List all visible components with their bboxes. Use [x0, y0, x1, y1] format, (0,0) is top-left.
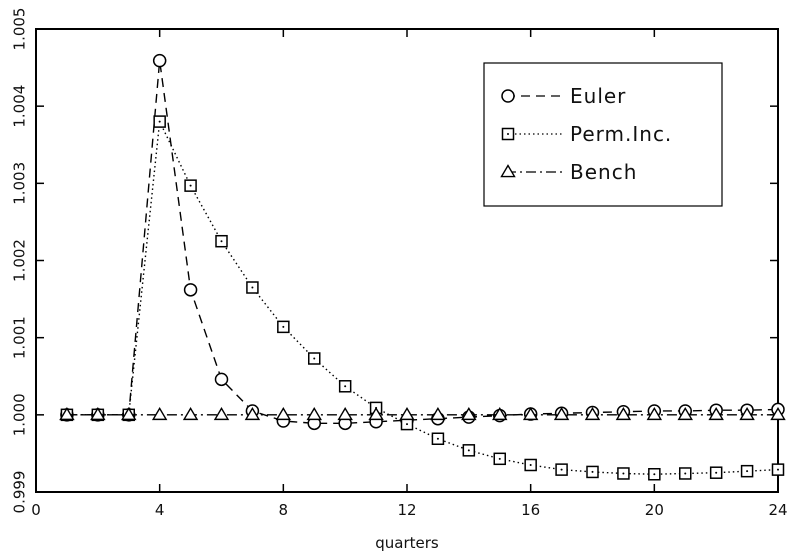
data-point-bench	[368, 406, 384, 421]
data-point-perm-inc	[400, 417, 414, 431]
legend: Euler Perm.Inc. Bench	[483, 62, 723, 207]
data-point-perm-inc	[740, 464, 754, 478]
legend-label: Euler	[570, 84, 626, 108]
square-marker-dot	[313, 357, 316, 360]
square-marker-dot	[189, 184, 192, 187]
data-point-perm-inc	[338, 380, 352, 393]
data-point-bench	[337, 406, 353, 421]
legend-label: Bench	[570, 160, 637, 184]
data-point-perm-inc	[431, 432, 445, 446]
data-point-bench	[399, 406, 415, 421]
data-point-perm-inc	[648, 468, 661, 481]
data-point-perm-inc	[184, 179, 197, 192]
series-perm-inc	[60, 115, 785, 481]
square-marker-dot	[715, 471, 718, 474]
data-point-bench	[615, 406, 632, 421]
data-point-perm-inc	[462, 444, 476, 457]
square-marker-dot	[251, 286, 254, 289]
square-marker-dot	[591, 470, 594, 473]
data-point-bench	[121, 406, 137, 421]
y-tick-label: 1.005	[11, 8, 29, 51]
x-tick-label: 24	[768, 501, 787, 519]
y-tick-label: 1.003	[11, 162, 29, 205]
square-marker-dot	[344, 385, 347, 388]
data-point-bench	[59, 406, 75, 421]
data-point-bench	[90, 406, 106, 421]
data-point-perm-inc	[493, 452, 506, 466]
data-point-bench	[770, 406, 786, 421]
legend-box	[483, 62, 723, 207]
data-point-perm-inc	[524, 458, 537, 472]
data-point-bench	[430, 406, 446, 421]
legend-marker	[501, 127, 515, 141]
data-point-bench	[739, 406, 755, 421]
data-point-euler	[152, 53, 167, 68]
y-tick-label: 1.001	[11, 316, 29, 359]
legend-marker	[501, 89, 515, 103]
data-point-euler	[214, 372, 229, 387]
series-lines	[59, 53, 786, 481]
x-tick-label: 0	[31, 501, 41, 519]
legend-marker	[500, 164, 516, 178]
square-marker-dot	[622, 472, 625, 475]
x-tick-label: 16	[521, 501, 540, 519]
data-point-bench	[213, 406, 230, 421]
y-tick-label: 1.004	[11, 85, 29, 128]
data-point-bench	[244, 406, 261, 421]
x-tick-label: 20	[645, 501, 664, 519]
square-marker-dot	[529, 463, 532, 466]
square-marker-dot	[684, 472, 687, 475]
square-marker-dot	[158, 120, 161, 123]
data-point-bench	[553, 406, 570, 421]
axis-ticks: 0 4 8 12 16 20 24 0.999 1.000 1.001 1.002 1.003 1.00…	[11, 8, 788, 519]
x-tick-label: 12	[397, 501, 416, 519]
data-point-bench	[461, 406, 477, 421]
square-marker-dot	[406, 423, 408, 426]
data-point-bench	[584, 406, 601, 421]
series-bench	[59, 406, 786, 421]
data-point-bench	[492, 406, 508, 421]
square-marker-dot	[746, 470, 749, 473]
square-marker-dot	[220, 240, 223, 243]
legend-entry-perm-inc: Perm.Inc.	[501, 122, 672, 146]
data-point-bench	[708, 406, 724, 421]
square-marker-dot	[498, 457, 501, 460]
data-point-bench	[151, 406, 168, 421]
y-tick-label: 0.999	[11, 471, 29, 514]
data-point-perm-inc	[709, 466, 723, 479]
data-point-bench	[182, 406, 199, 421]
data-point-perm-inc	[153, 115, 166, 128]
data-point-perm-inc	[246, 281, 259, 294]
legend-entry-bench: Bench	[500, 160, 637, 184]
square-marker-dot	[777, 468, 779, 471]
legend-label: Perm.Inc.	[570, 122, 672, 146]
data-point-perm-inc	[586, 465, 599, 479]
square-marker-dot	[467, 449, 470, 452]
data-point-bench	[677, 406, 693, 421]
y-tick-label: 1.002	[11, 239, 29, 282]
x-tick-label: 8	[279, 501, 289, 519]
data-point-bench	[646, 406, 663, 421]
square-marker-dot	[282, 325, 285, 328]
legend-entry-euler: Euler	[501, 84, 626, 108]
data-point-perm-inc	[308, 352, 321, 365]
data-point-perm-inc	[277, 320, 290, 334]
data-point-bench	[522, 406, 539, 421]
data-point-euler	[183, 283, 198, 297]
data-point-perm-inc	[679, 467, 692, 480]
square-marker-dot	[560, 468, 563, 471]
x-tick-label: 4	[155, 501, 165, 519]
square-marker-dot	[653, 473, 656, 476]
square-marker-dot	[436, 437, 439, 440]
data-point-perm-inc	[617, 467, 630, 480]
y-tick-label: 1.000	[11, 393, 29, 436]
data-point-perm-inc	[215, 234, 228, 248]
data-point-bench	[275, 406, 292, 421]
data-point-perm-inc	[771, 463, 785, 476]
data-point-bench	[306, 406, 322, 421]
x-axis-title: quarters	[375, 534, 439, 552]
data-point-perm-inc	[555, 463, 568, 476]
square-marker-dot	[507, 133, 509, 135]
